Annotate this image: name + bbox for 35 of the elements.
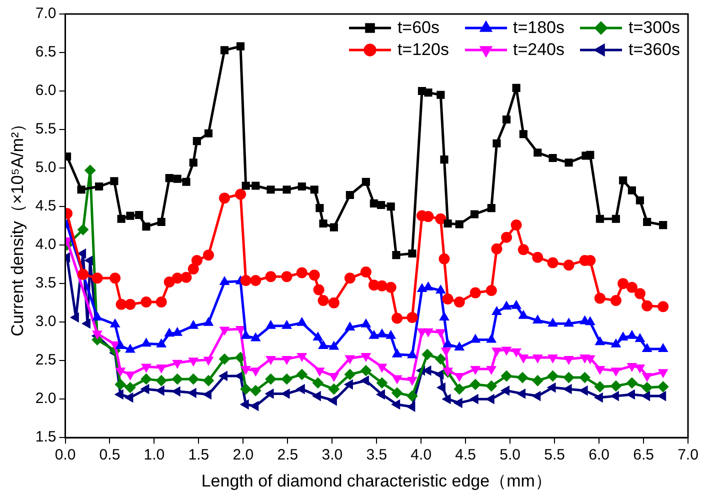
legend-label: t=360s bbox=[628, 40, 680, 60]
x-tick-label: 5.0 bbox=[500, 446, 520, 464]
legend-label: t=300s bbox=[628, 18, 680, 38]
legend-label: t=180s bbox=[512, 18, 564, 38]
y-tick-label: 5.0 bbox=[35, 159, 56, 176]
y-tick-label: 1.5 bbox=[35, 428, 56, 446]
x-tick-label: 1.5 bbox=[188, 446, 210, 464]
legend-label: t=60s bbox=[397, 18, 440, 38]
legend-label: t=120s bbox=[397, 40, 449, 60]
x-tick-label: 3.0 bbox=[322, 446, 343, 464]
legend-label: t=240s bbox=[512, 40, 564, 60]
y-tick-label: 2.5 bbox=[35, 352, 56, 369]
x-tick-label: 6.5 bbox=[633, 446, 654, 464]
y-tick-label: 5.5 bbox=[35, 120, 56, 138]
x-tick-label: 4.5 bbox=[455, 446, 476, 464]
x-tick-label: 6.0 bbox=[588, 446, 610, 464]
y-tick-label: 3.0 bbox=[35, 313, 56, 330]
x-tick-label: 2.5 bbox=[277, 446, 298, 464]
y-tick-label: 6.5 bbox=[35, 44, 56, 61]
x-tick-label: 4.0 bbox=[410, 446, 432, 464]
y-tick-label: 2.0 bbox=[35, 390, 56, 408]
y-tick-label: 6.0 bbox=[35, 82, 56, 100]
x-tick-label: 5.5 bbox=[544, 446, 565, 464]
x-tick-label: 2.0 bbox=[232, 446, 254, 464]
x-tick-label: 7.0 bbox=[678, 446, 698, 464]
x-tick-label: 3.5 bbox=[366, 446, 388, 464]
y-tick-label: 4.5 bbox=[35, 198, 56, 215]
y-tick-label: 3.5 bbox=[35, 274, 56, 292]
y-tick-label: 4.0 bbox=[35, 236, 56, 254]
x-axis-title: Length of diamond characteristic edge（mm） bbox=[201, 471, 552, 490]
y-axis-title: Current density（×10⁵A/m²） bbox=[8, 115, 27, 336]
y-tick-label: 7.0 bbox=[35, 5, 56, 22]
x-tick-label: 0.5 bbox=[99, 446, 120, 464]
x-tick-label: 1.0 bbox=[144, 446, 165, 464]
x-tick-label: 0.0 bbox=[54, 446, 76, 464]
